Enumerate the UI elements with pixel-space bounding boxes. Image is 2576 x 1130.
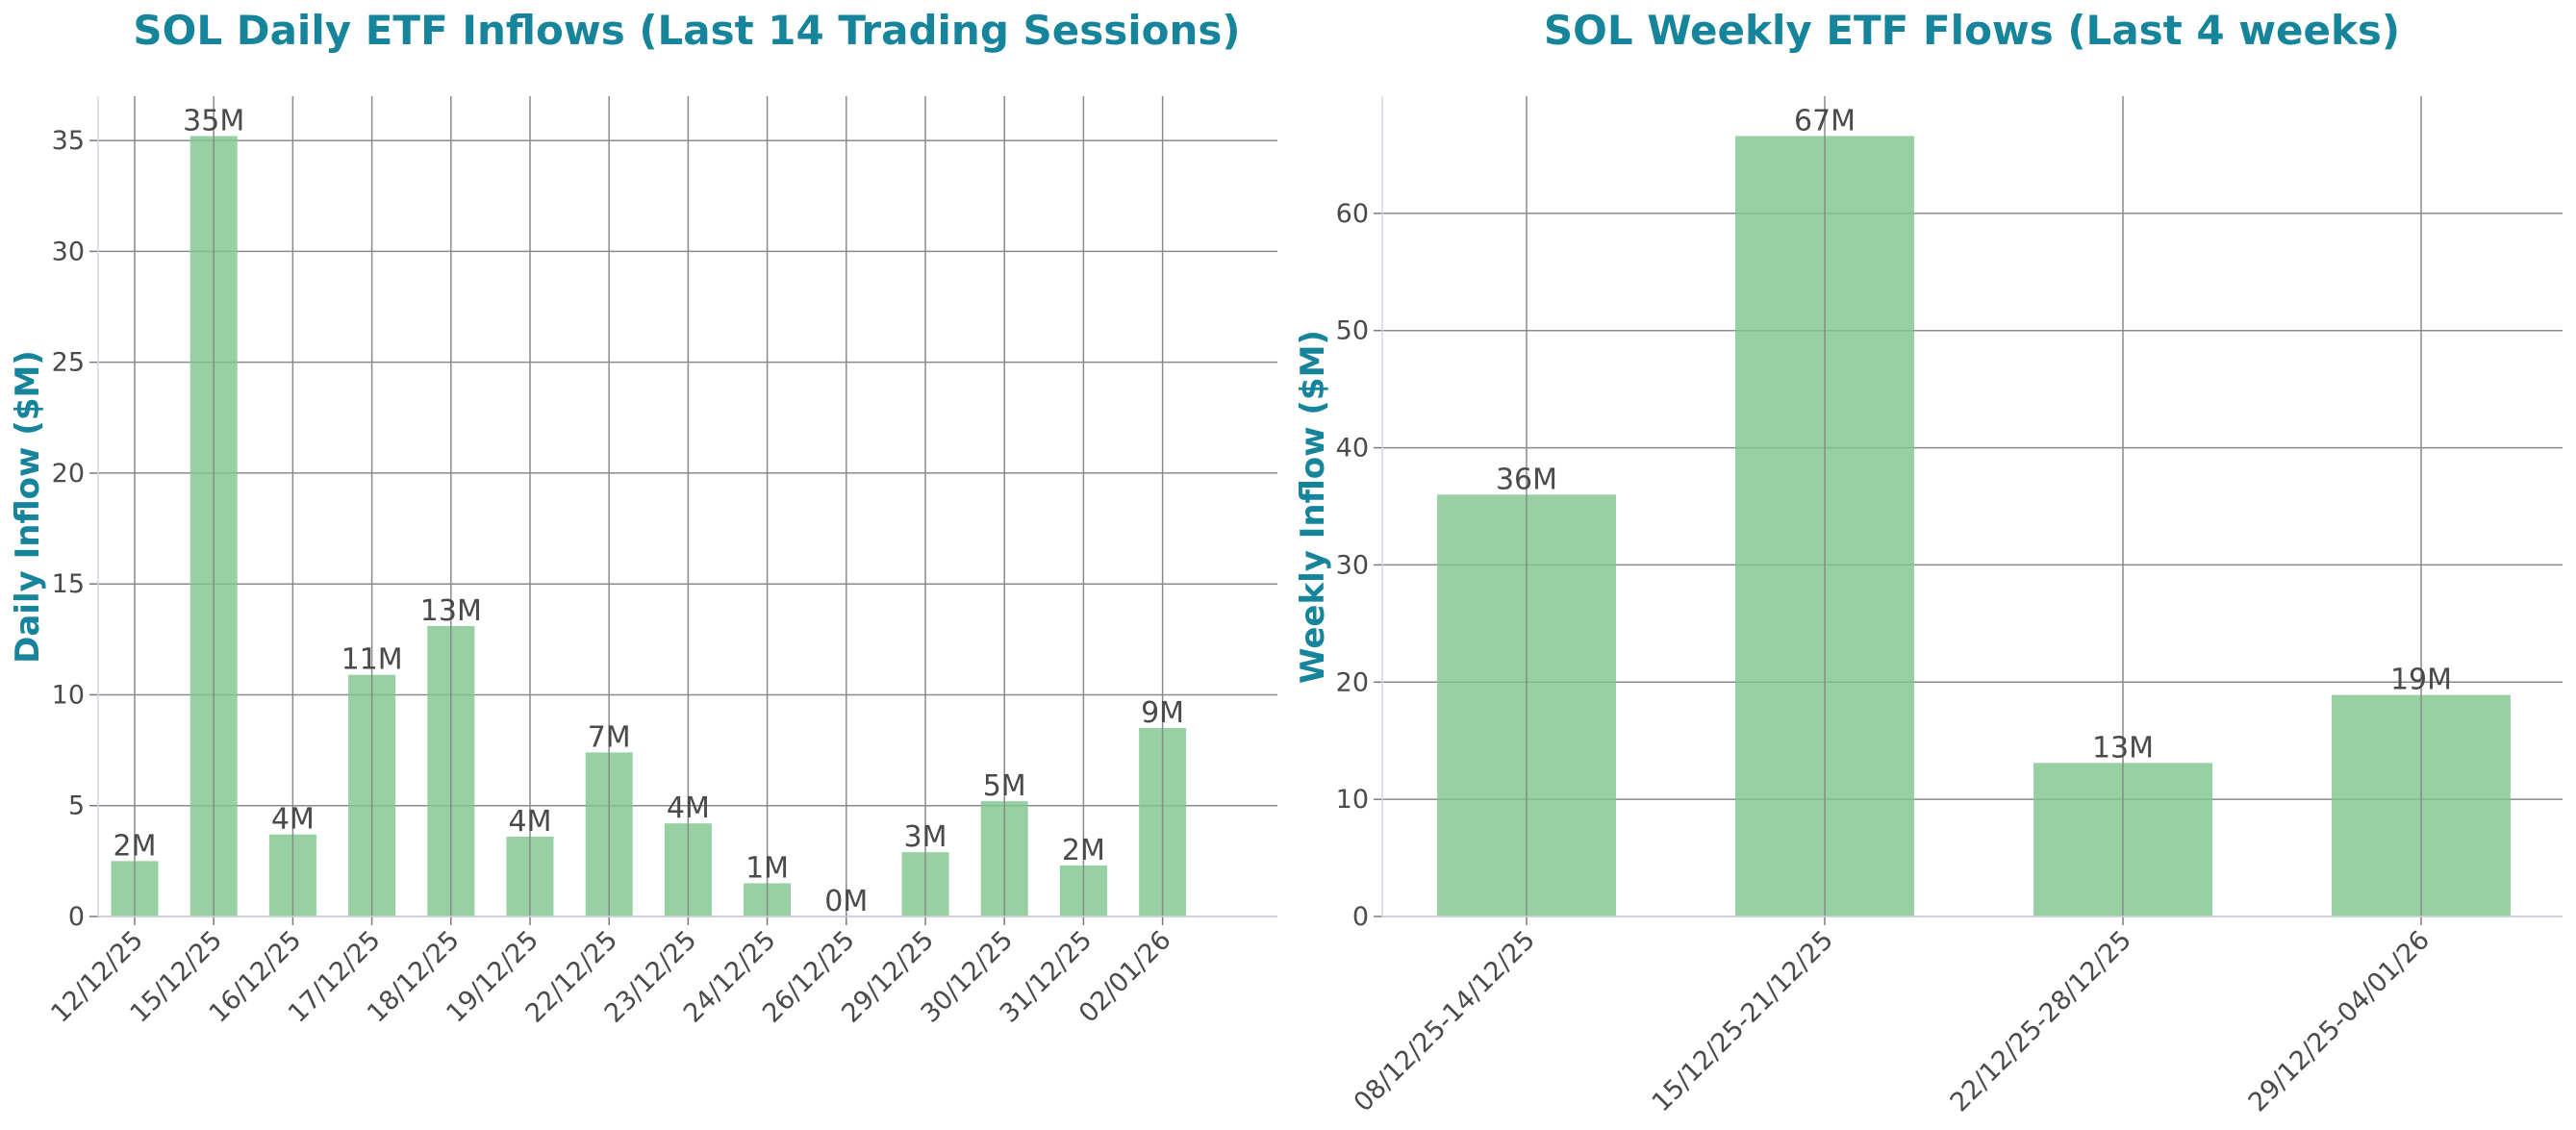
daily-ytick-label: 20 bbox=[52, 459, 85, 489]
weekly-xtick-label: 22/12/25-28/12/25 bbox=[1945, 925, 2137, 1117]
weekly-ytick-label: 10 bbox=[1336, 785, 1369, 815]
weekly-chart-title: SOL Weekly ETF Flows (Last 4 weeks) bbox=[1544, 7, 2400, 54]
weekly-ytick-label: 40 bbox=[1336, 434, 1369, 464]
daily-chart-title: SOL Daily ETF Inflows (Last 14 Trading S… bbox=[133, 7, 1240, 54]
daily-data-label: 5M bbox=[983, 769, 1026, 803]
weekly-xtick-label: 15/12/25-21/12/25 bbox=[1647, 925, 1839, 1117]
daily-data-label: 4M bbox=[667, 791, 710, 825]
daily-ytick-label: 30 bbox=[52, 237, 85, 266]
daily-ytick-label: 15 bbox=[52, 569, 85, 599]
weekly-xtick-label: 29/12/25-04/01/26 bbox=[2243, 925, 2436, 1117]
daily-plot-area: 0510152025303512/12/2515/12/2516/12/2517… bbox=[45, 96, 1277, 1029]
daily-ytick-label: 0 bbox=[68, 902, 85, 932]
daily-data-label: 2M bbox=[1062, 834, 1105, 867]
daily-data-label: 4M bbox=[271, 803, 315, 837]
weekly-ytick-label: 50 bbox=[1336, 316, 1369, 346]
weekly-ytick-label: 60 bbox=[1336, 199, 1369, 229]
weekly-plot-area: 0 10 20 30 40 50 60 08/12/25-14/12/25 15/12/25-2… bbox=[1336, 96, 2563, 1117]
daily-data-label: 7M bbox=[588, 720, 631, 754]
weekly-data-label: 13M bbox=[2092, 731, 2154, 765]
weekly-flows-chart: SOL Weekly ETF Flows (Last 4 weeks) Week… bbox=[1294, 7, 2563, 1117]
daily-data-label: 2M bbox=[114, 829, 157, 863]
weekly-ytick-label: 30 bbox=[1336, 550, 1369, 580]
daily-data-label: 11M bbox=[341, 643, 403, 677]
daily-ytick-label: 35 bbox=[52, 126, 85, 156]
daily-data-label: 13M bbox=[420, 594, 482, 628]
daily-data-label: 4M bbox=[509, 805, 552, 839]
weekly-data-label: 19M bbox=[2390, 664, 2452, 697]
weekly-data-label: 36M bbox=[1496, 463, 1557, 496]
weekly-data-label: 67M bbox=[1794, 104, 1856, 138]
daily-data-label: 0M bbox=[824, 885, 868, 918]
daily-inflows-chart: SOL Daily ETF Inflows (Last 14 Trading S… bbox=[9, 7, 1277, 1029]
weekly-chart-ylabel: Weekly Inflow ($M) bbox=[1294, 330, 1332, 684]
weekly-ytick-label: 20 bbox=[1336, 667, 1369, 697]
weekly-xtick-label: 08/12/25-14/12/25 bbox=[1349, 925, 1541, 1117]
daily-data-label: 9M bbox=[1141, 696, 1184, 730]
weekly-ytick-label: 0 bbox=[1352, 902, 1369, 932]
daily-ytick-label: 5 bbox=[68, 791, 85, 821]
daily-chart-ylabel: Daily Inflow ($M) bbox=[9, 350, 47, 664]
daily-data-label: 35M bbox=[183, 104, 244, 138]
daily-data-label: 1M bbox=[745, 851, 789, 885]
daily-ytick-label: 25 bbox=[52, 348, 85, 378]
daily-data-label: 3M bbox=[904, 820, 947, 854]
daily-ytick-label: 10 bbox=[52, 680, 85, 710]
